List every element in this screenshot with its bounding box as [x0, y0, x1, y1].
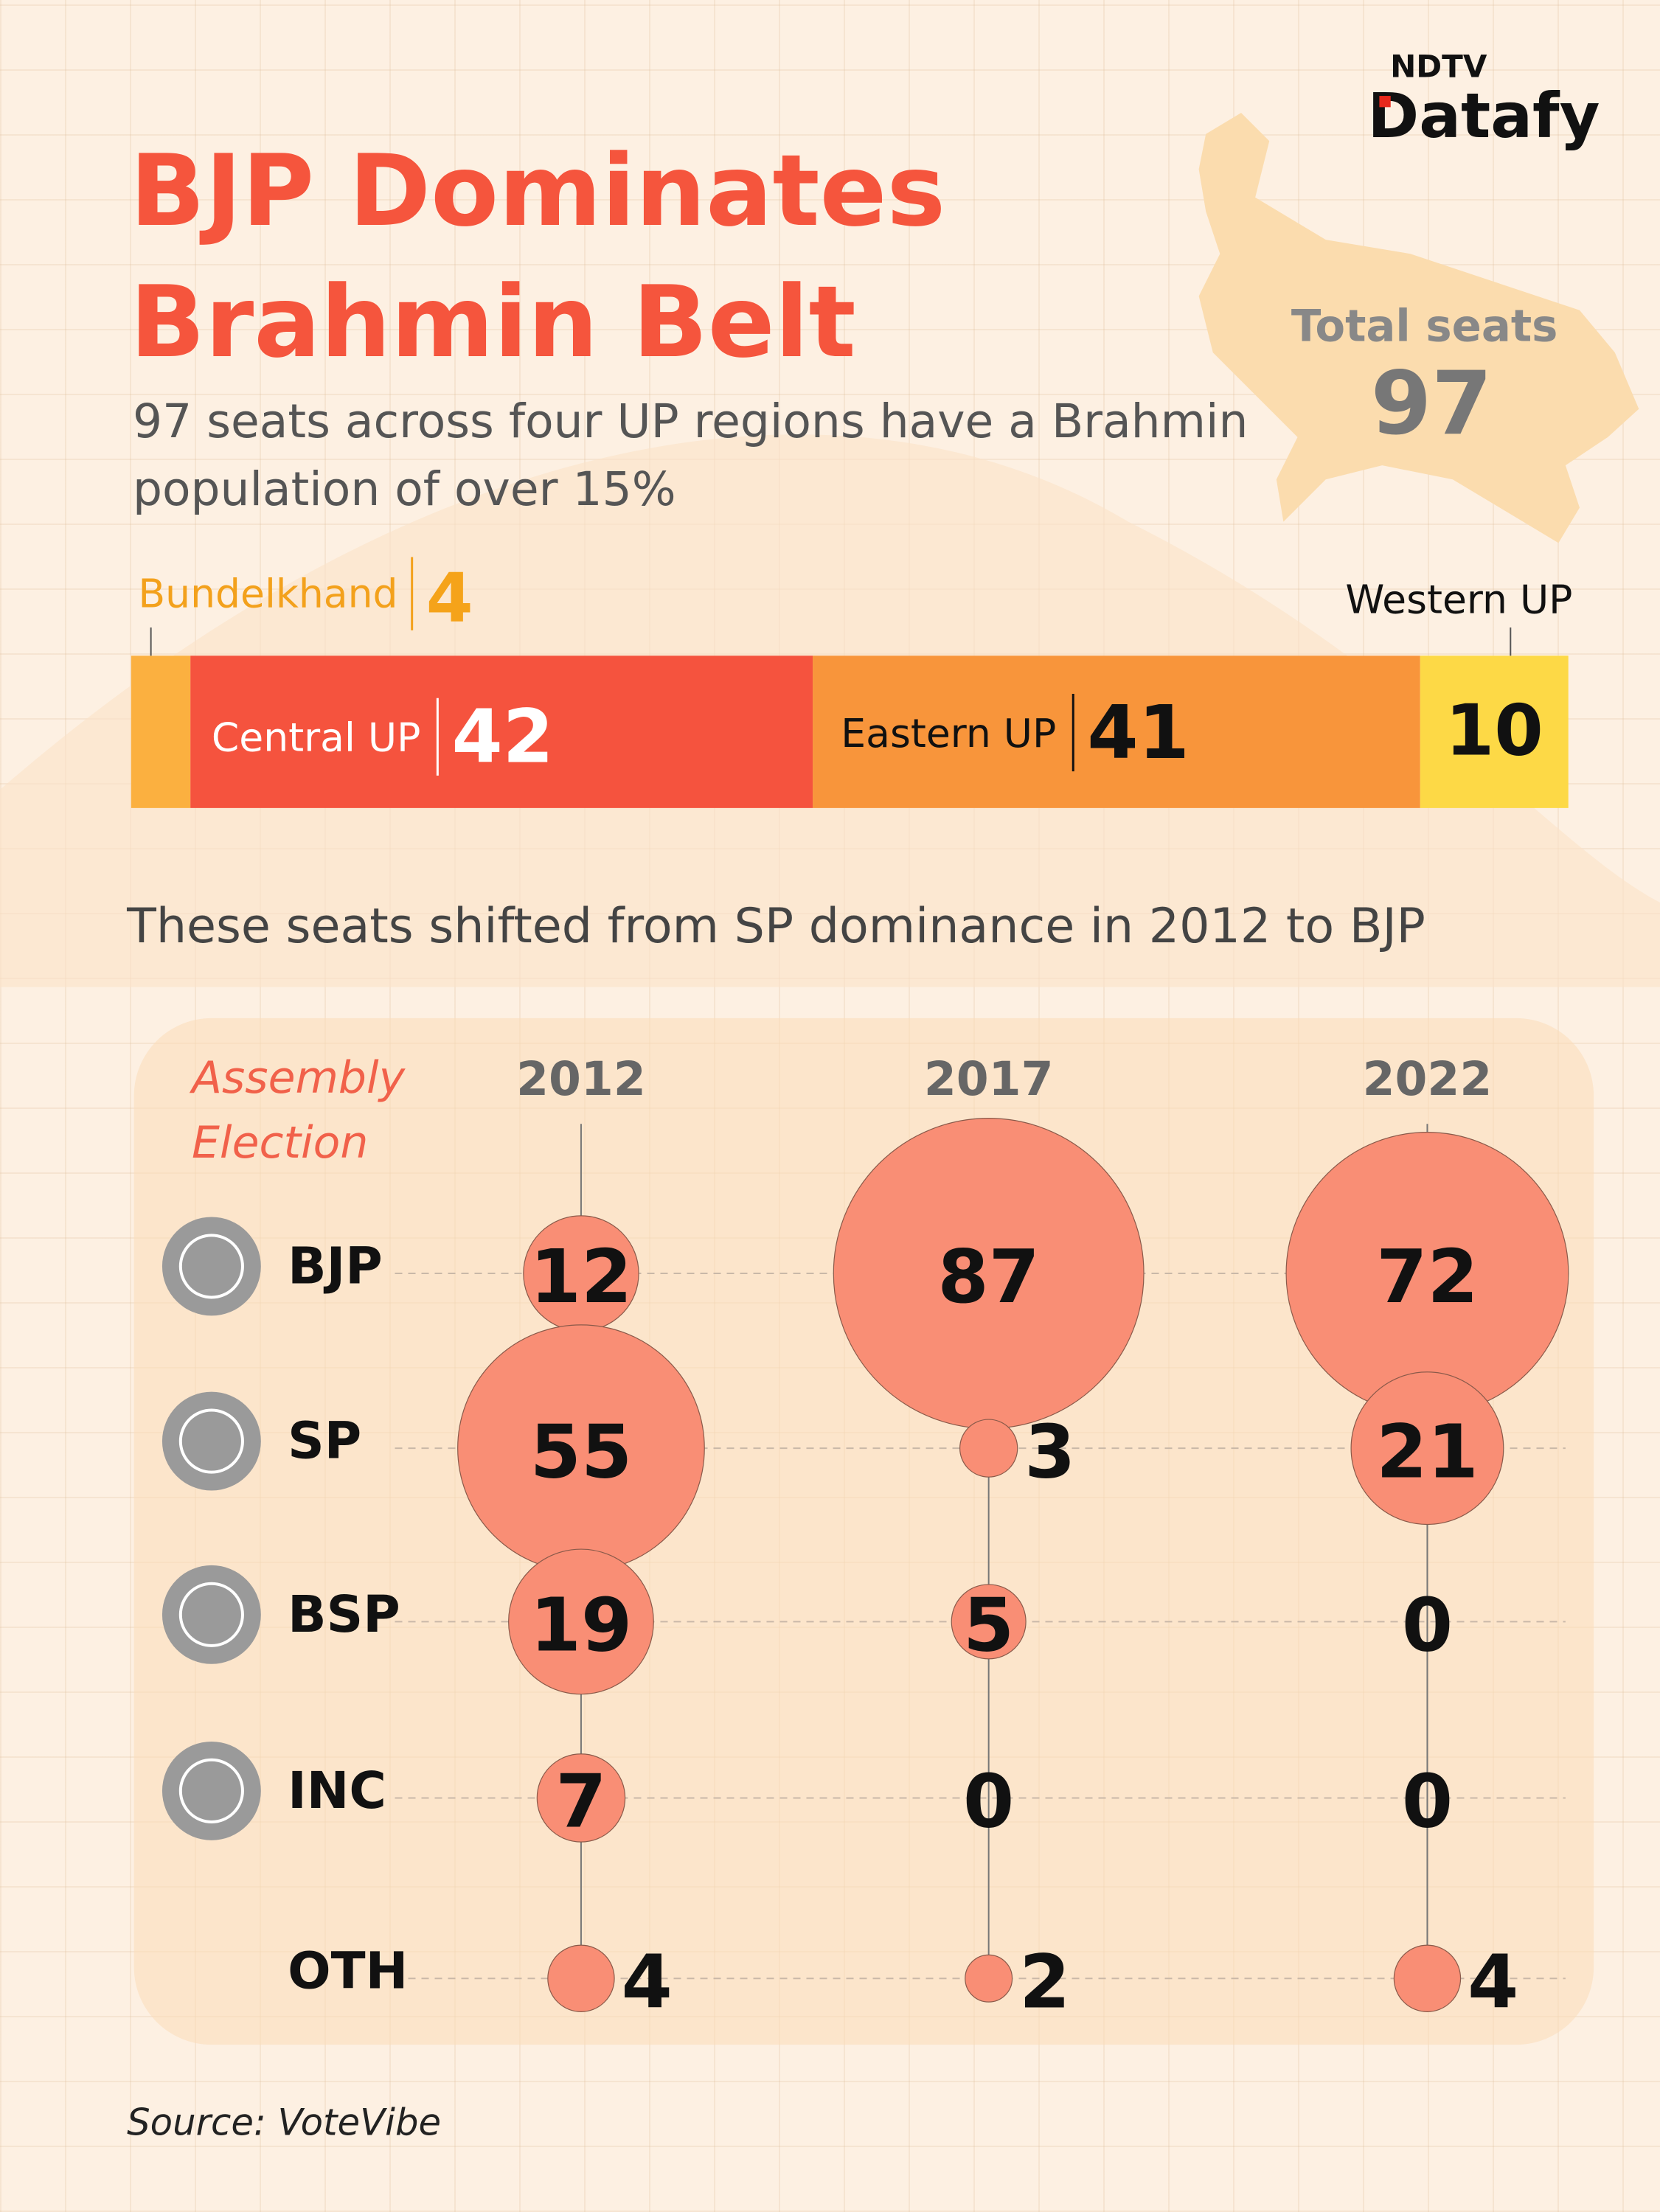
bubble-value: 3	[1024, 1410, 1075, 1495]
bubble	[536, 1753, 626, 1843]
party-icon	[162, 1391, 261, 1491]
party-icon-inner	[178, 1758, 244, 1823]
segment-label: Central UP	[212, 714, 420, 761]
party-icon	[162, 1565, 261, 1664]
source: Source: VoteVibe	[127, 2101, 441, 2143]
segment-label: Western UP	[1345, 576, 1572, 622]
row-label: SP	[288, 1412, 361, 1471]
corner-label: Assembly Election	[192, 1052, 406, 1169]
bubble	[547, 1944, 615, 2012]
total-value: 97	[1371, 352, 1493, 454]
segment-value: 41	[1087, 691, 1189, 776]
panel	[133, 1018, 1594, 2045]
map-shape	[1198, 113, 1639, 543]
bubble-value: 7	[555, 1760, 606, 1845]
brand-top: NDTV	[1390, 48, 1487, 84]
bubble-value: 87	[937, 1235, 1039, 1320]
bar-segment	[131, 655, 191, 808]
party-icon-inner	[178, 1234, 244, 1299]
section-title: These seats shifted from SP dominance in…	[126, 899, 1425, 954]
bubble	[965, 1954, 1013, 2003]
party-icon-inner	[178, 1408, 244, 1474]
row-label: BSP	[288, 1585, 400, 1644]
row-label: INC	[288, 1761, 386, 1820]
subtitle: 97 seats across four UP regions have a B…	[133, 394, 1249, 516]
year-label: 2017	[924, 1051, 1054, 1106]
bubble-value: 19	[530, 1584, 632, 1669]
segment-label: Eastern UP	[841, 710, 1056, 757]
bubble-value: 72	[1376, 1235, 1478, 1320]
party-icon-inner	[178, 1582, 244, 1647]
year-label: 2022	[1363, 1051, 1493, 1106]
bubble	[1350, 1371, 1504, 1526]
brand-bottom: Datafy	[1367, 80, 1600, 152]
bubble	[1393, 1944, 1462, 2012]
bar-segment	[1420, 655, 1569, 808]
row-label: BJP	[288, 1237, 383, 1295]
bubble-value: 4	[1468, 1940, 1518, 2025]
bubble-value: 55	[530, 1410, 632, 1495]
title: BJP Dominates Brahmin Belt	[130, 133, 946, 380]
bubble	[508, 1548, 654, 1695]
party-icon	[162, 1217, 261, 1316]
bar-segment	[813, 655, 1420, 808]
bubble	[959, 1419, 1018, 1478]
brand-dot	[1379, 96, 1391, 108]
total-label: Total seats	[1291, 300, 1558, 351]
bubble-value: 4	[622, 1940, 673, 2025]
bubble	[951, 1584, 1027, 1660]
party-icon	[162, 1741, 261, 1840]
year-label: 2012	[516, 1051, 646, 1106]
row-label: OTH	[288, 1942, 408, 2001]
segment-label: Bundelkhand	[138, 571, 397, 617]
bubble-value: 5	[963, 1584, 1014, 1669]
bubble-value: 12	[530, 1235, 632, 1320]
bubble-value: 0	[1402, 1760, 1453, 1845]
bubble-labels: BJP 12 87 72 SP 55 3 21 BSP 19 5 0 INC 7 0 0 OTH 4 2 4	[288, 1235, 1518, 2025]
bubble-value: 2	[1019, 1940, 1070, 2025]
bubbles	[162, 1118, 1569, 2012]
bubble-value: 0	[1402, 1584, 1453, 1669]
segment-value: 10	[1445, 689, 1543, 772]
segment-value: 42	[451, 695, 553, 780]
bubble-value: 0	[963, 1760, 1014, 1845]
bar-segment	[190, 655, 813, 808]
bubble-value: 21	[1376, 1410, 1478, 1495]
segment-value: 4	[426, 558, 473, 637]
